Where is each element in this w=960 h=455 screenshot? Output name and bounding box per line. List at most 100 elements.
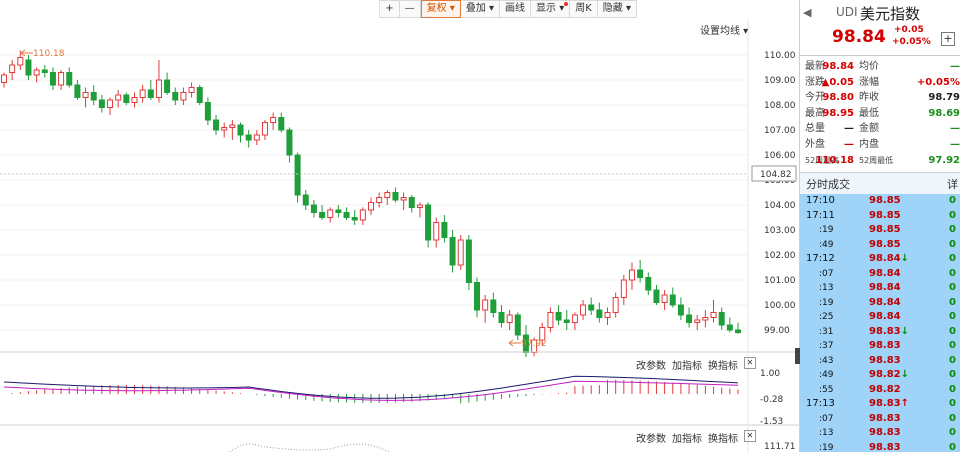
draw-line-button[interactable]: 画线 [500, 0, 531, 18]
display-dropdown[interactable]: 显示 ▾ [531, 0, 570, 18]
trade-volume: 0 [949, 397, 956, 412]
candle [426, 203, 431, 248]
trade-time: :25 [819, 310, 833, 325]
max-marker: 110.18 [21, 49, 65, 59]
candle [59, 70, 64, 90]
quote-label: 总量 [805, 121, 825, 136]
trade-price: 98.84 [869, 281, 901, 296]
price-change: +0.05 [894, 25, 924, 35]
add-indicator-button[interactable]: 加指标 [672, 357, 702, 372]
current-price-label: 104.82 [760, 170, 792, 180]
trade-price: 98.83↑ [869, 397, 909, 412]
candle [75, 80, 80, 100]
trade-price: 98.83 [869, 339, 901, 354]
prev-arrow-icon[interactable]: ◀ [803, 6, 811, 19]
symbol-name: 美元指数 [860, 3, 920, 24]
trade-price: 98.85 [869, 194, 901, 209]
candle [605, 308, 610, 326]
candle [108, 98, 113, 116]
y-tick-label: 109.00 [764, 76, 796, 86]
macd-tick-3: -1.53 [760, 417, 783, 427]
trade-arrow-icon: ↓ [901, 326, 909, 337]
candle [687, 308, 692, 328]
candle [613, 293, 618, 318]
candle [589, 298, 594, 316]
candle [417, 203, 422, 218]
edit-params-button[interactable]: 改参数 [636, 357, 666, 372]
add-indicator-button-2[interactable]: 加指标 [672, 430, 702, 445]
switch-indicator-button-2[interactable]: 换指标 [708, 430, 738, 445]
divider [800, 55, 960, 56]
quote-value: — [844, 121, 854, 136]
quote-value: — [950, 59, 960, 74]
ma-settings-button[interactable]: 设置均线 ▾ [700, 22, 748, 37]
candle [711, 300, 716, 323]
candle [646, 273, 651, 296]
trade-volume: 0 [949, 368, 956, 383]
trade-volume: 0 [949, 325, 956, 340]
close-indicator-button-2[interactable]: ✕ [744, 430, 756, 442]
y-tick-label: 108.00 [764, 101, 796, 111]
trade-price: 98.84 [869, 310, 901, 325]
notification-dot [564, 2, 568, 6]
candle [507, 310, 512, 330]
candle [271, 113, 276, 131]
candle [42, 65, 47, 78]
symbol-code: UDI [836, 5, 858, 19]
candle [442, 215, 447, 243]
candle [401, 193, 406, 211]
current-price-tag: 104.82 [0, 166, 796, 181]
candle [466, 235, 471, 290]
kline-chart[interactable]: 110.00109.00108.00107.00106.00105.00104.… [0, 0, 800, 452]
chart-area[interactable]: 110.00109.00108.00107.00106.00105.00104.… [0, 0, 800, 452]
zoom-in-button[interactable]: + [380, 0, 399, 18]
trade-price: 98.83 [869, 354, 901, 369]
close-indicator-button[interactable]: ✕ [744, 357, 756, 369]
quote-value: 98.79 [928, 90, 960, 105]
overlay-dropdown[interactable]: 叠加 ▾ [461, 0, 500, 18]
tab-week[interactable]: 周K [570, 0, 598, 18]
trade-time: :37 [819, 339, 833, 354]
y-axis: 110.00109.00108.00107.00106.00105.00104.… [764, 51, 796, 336]
candle [10, 60, 15, 80]
trade-volume: 0 [949, 339, 956, 354]
add-watchlist-button[interactable]: + [941, 32, 955, 46]
trades-detail-link[interactable]: 详 [947, 176, 958, 192]
trade-time: :13 [819, 426, 833, 441]
trade-time: 17:12 [806, 252, 835, 267]
quote-label: 昨收 [859, 90, 879, 105]
candle [320, 205, 325, 220]
candle [352, 210, 357, 225]
candle [548, 308, 553, 333]
quote-row: 外盘—内盘— [800, 137, 960, 152]
candle [279, 113, 284, 133]
tab-more[interactable]: 隐藏 ▾ [598, 0, 637, 18]
trade-time: 17:13 [806, 397, 835, 412]
switch-indicator-button[interactable]: 换指标 [708, 357, 738, 372]
adjust-dropdown[interactable]: 复权 ▾ [421, 0, 461, 18]
candle [719, 308, 724, 331]
candle [344, 208, 349, 221]
trade-volume: 0 [949, 296, 956, 311]
trade-volume: 0 [949, 441, 956, 455]
trade-volume: 0 [949, 281, 956, 296]
quote-value: 110.18 [815, 153, 854, 168]
trade-volume: 0 [949, 354, 956, 369]
trade-time: :19 [819, 441, 833, 455]
y-tick-label: 107.00 [764, 126, 796, 136]
quote-value: ▲0.05 [822, 75, 854, 90]
trade-time: :49 [819, 368, 833, 383]
edit-params-button-2[interactable]: 改参数 [636, 430, 666, 445]
trade-time: 17:11 [806, 209, 835, 224]
zoom-out-button[interactable]: — [400, 0, 421, 18]
trade-row: 17:13 98.83↑ 0 [800, 397, 960, 412]
